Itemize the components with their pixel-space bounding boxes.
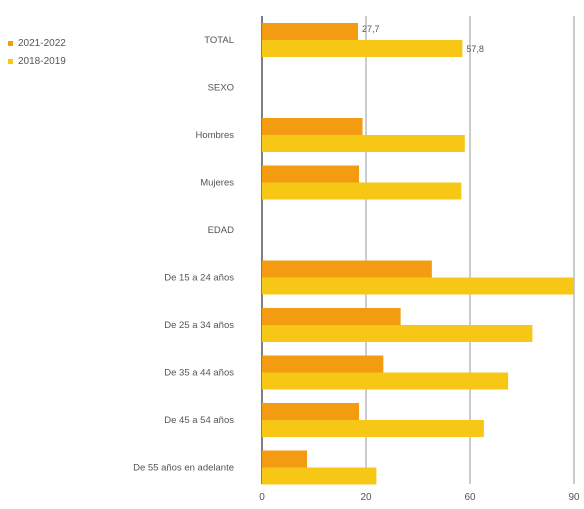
category-label-de-35-a-44-a-os: De 35 a 44 años (164, 368, 234, 379)
bar-2018-2019-de-55-a-os-en-adelante (262, 467, 377, 485)
bar-2018-2019-de-25-a-34-a-os (262, 325, 533, 342)
bar-2021-2022-de-55-a-os-en-adelante (262, 450, 308, 468)
x-tick-label-90: 90 (568, 492, 580, 503)
bar-2021-2022-de-15-a-24-a-os (262, 260, 432, 278)
bar-2018-2019-total (262, 40, 463, 57)
category-label-de-45-a-54-a-os: De 45 a 54 años (164, 415, 234, 426)
data-labels: 27,7 57,8 (362, 24, 484, 54)
x-tick-label-60: 60 (464, 492, 476, 503)
x-tick-label-0: 0 (259, 492, 265, 503)
bar-2018-2019-mujeres (262, 182, 462, 200)
legend-swatch-2021-2022 (8, 40, 13, 46)
bar-2021-2022-total (262, 23, 359, 40)
legend: 2021-2022 2018-2019 (8, 34, 66, 70)
category-label-mujeres: Mujeres (200, 178, 234, 189)
category-label-total: TOTAL (204, 35, 234, 46)
category-label-hombres: Hombres (195, 130, 234, 141)
bar-2018-2019-de-15-a-24-a-os (262, 277, 574, 295)
bar-2018-2019-de-45-a-54-a-os (262, 420, 484, 437)
bar-2021-2022-de-35-a-44-a-os (262, 355, 384, 373)
x-tick-label-20: 20 (360, 492, 372, 503)
data-label-2018-2019-total: 57,8 (466, 44, 484, 54)
bar-2021-2022-de-45-a-54-a-os (262, 403, 360, 420)
bar-2021-2022-mujeres (262, 165, 360, 183)
legend-swatch-2018-2019 (8, 58, 13, 64)
legend-item-2021-2022: 2021-2022 (8, 34, 66, 52)
bar-2021-2022-hombres (262, 118, 363, 135)
bar-2018-2019-de-35-a-44-a-os (262, 372, 509, 390)
category-labels: TOTAL SEXO Hombres Mujeres EDAD De 15 a 24 añ… (133, 35, 234, 474)
category-label-de-15-a-24-a-os: De 15 a 24 años (164, 273, 234, 284)
bars (262, 23, 574, 485)
legend-label-2018-2019: 2018-2019 (18, 55, 66, 67)
category-label-edad: EDAD (208, 225, 235, 236)
category-label-de-55-a-os-en-adelante: De 55 años en adelante (133, 463, 234, 474)
legend-item-2018-2019: 2018-2019 (8, 52, 66, 70)
legend-label-2021-2022: 2021-2022 (18, 37, 66, 49)
bar-2021-2022-de-25-a-34-a-os (262, 308, 401, 325)
x-axis-ticks: 0 20 60 90 (259, 492, 580, 503)
category-label-sexo: SEXO (208, 83, 234, 94)
category-label-de-25-a-34-a-os: De 25 a 34 años (164, 320, 234, 331)
bar-2018-2019-hombres (262, 135, 465, 152)
data-label-2021-2022-total: 27,7 (362, 24, 380, 34)
